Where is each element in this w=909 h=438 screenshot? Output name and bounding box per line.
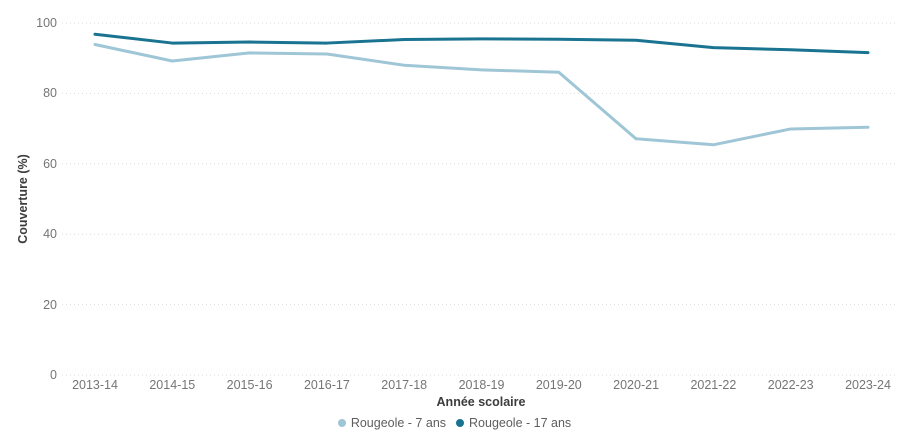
x-tick-label: 2013-14 [72,378,118,392]
x-tick-label: 2016-17 [303,378,350,392]
x-tick-label: 2020-21 [613,378,660,392]
x-tick-label: 2017-18 [381,378,428,392]
x-tick-label: 2015-16 [226,378,273,392]
x-tick-label: 2021-22 [690,378,737,392]
legend-item-rougeole-7-ans[interactable]: Rougeole - 7 ans [337,416,447,430]
legend-label: Rougeole - 17 ans [469,416,572,430]
y-tick-label: 100 [36,16,57,30]
y-tick-label: 20 [43,297,57,312]
y-tick-label: 80 [43,86,57,101]
y-tick-label: 40 [43,227,57,242]
x-tick-label: 2019-20 [535,378,582,392]
x-axis-title: Année scolaire [436,395,526,409]
x-tick-label: 2018-19 [458,378,505,392]
legend-item-rougeole-17-ans[interactable]: Rougeole - 17 ans [456,416,571,430]
x-tick-label: 2022-23 [767,378,814,392]
legend-label: Rougeole - 7 ans [350,416,447,430]
x-tick-label: 2014-15 [149,378,196,392]
legend-swatch-icon [337,419,346,427]
series-line-rougeole-7-ans[interactable] [93,42,870,147]
y-tick-label: 0 [50,368,57,382]
series-line-rougeole-17-ans[interactable] [93,32,870,55]
chart-legend: Rougeole - 7 ans Rougeole - 17 ans [0,413,909,433]
legend-swatch-icon [456,419,465,427]
x-tick-label: 2023-24 [845,378,891,392]
y-tick-label: 60 [43,156,57,171]
